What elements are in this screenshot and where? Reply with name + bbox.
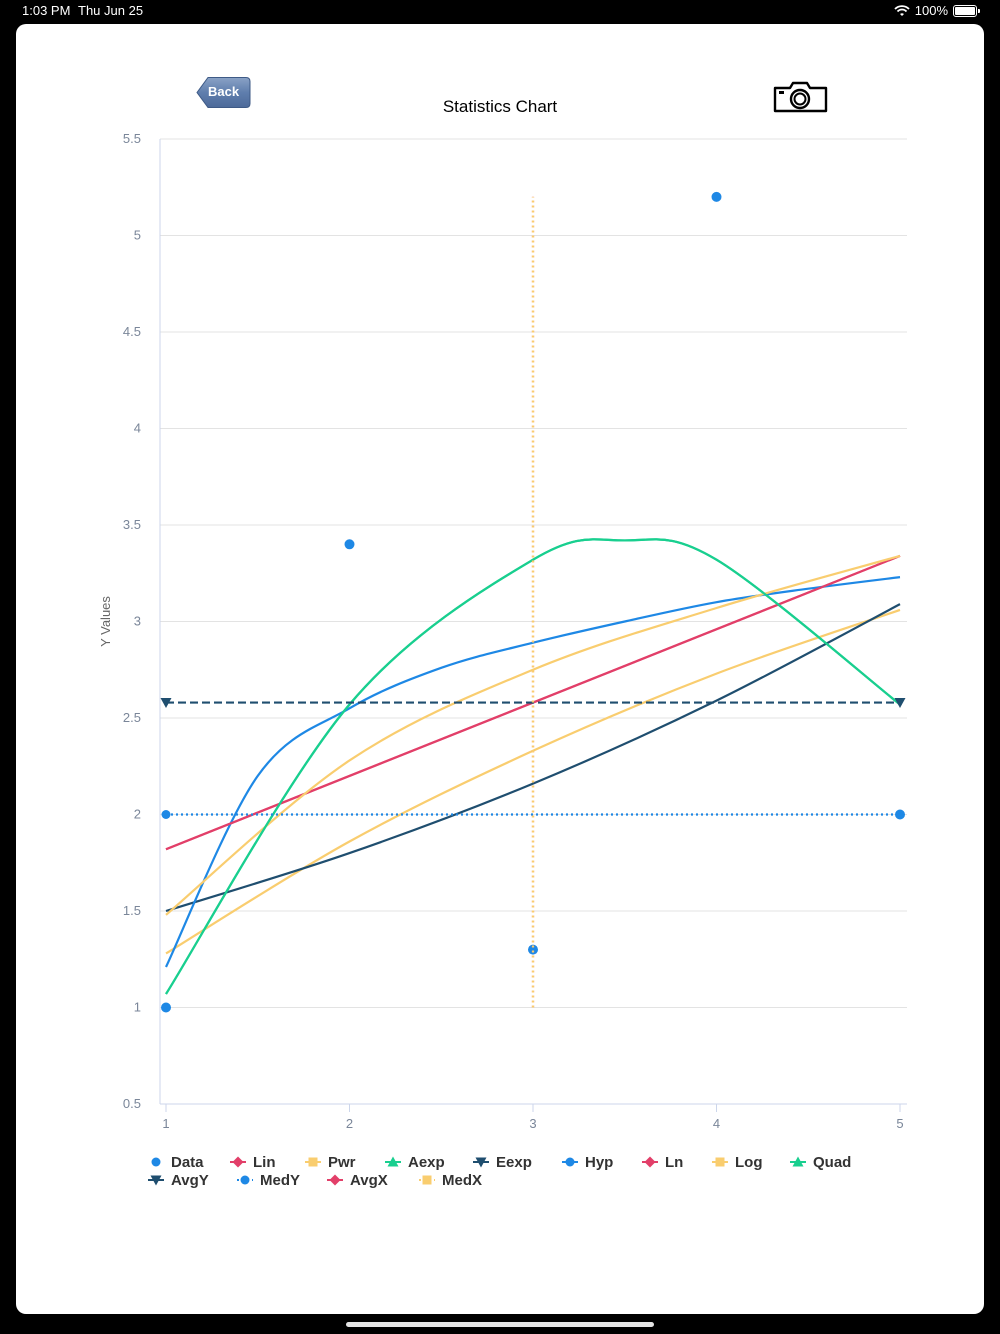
series-marker-avgy	[160, 698, 172, 709]
legend-item-aexp: Aexp	[385, 1154, 445, 1171]
legend-item-ln: Ln	[642, 1154, 683, 1171]
legend-marker	[232, 1156, 244, 1168]
x-tick-label: 3	[529, 1116, 536, 1131]
legend-item-hyp: Hyp	[562, 1154, 613, 1171]
legend-marker	[644, 1156, 656, 1168]
legend-label: Aexp	[408, 1154, 445, 1171]
legend-label: Ln	[665, 1154, 683, 1171]
legend-label: Quad	[813, 1154, 851, 1171]
battery-percent: 100%	[914, 3, 948, 18]
x-tick-label: 5	[896, 1116, 903, 1131]
legend-marker	[475, 1157, 487, 1168]
series-line-hyp	[165, 576, 901, 968]
chart-card	[16, 24, 984, 1314]
legend-marker	[240, 1175, 250, 1185]
legend-item-medx: MedX	[419, 1172, 482, 1189]
legend-item-eexp: Eexp	[473, 1154, 532, 1171]
legend-item-log: Log	[712, 1154, 763, 1171]
legend-item-lin: Lin	[230, 1154, 276, 1171]
data-point	[528, 944, 538, 955]
series-line-quad	[165, 538, 901, 995]
camera-button[interactable]	[772, 80, 830, 114]
series-marker-medy	[161, 810, 171, 819]
legend-label: MedY	[260, 1172, 300, 1189]
series-line-eexp	[165, 603, 901, 913]
legend-item-pwr: Pwr	[305, 1154, 356, 1171]
legend-item-medy: MedY	[237, 1172, 300, 1189]
legend-marker	[150, 1175, 162, 1186]
legend-marker	[329, 1174, 341, 1186]
y-tick-label: 1	[134, 1000, 141, 1015]
legend-item-quad: Quad	[790, 1154, 851, 1171]
legend-marker	[422, 1175, 432, 1185]
wifi-icon	[894, 4, 910, 16]
y-tick-label: 4	[134, 421, 141, 436]
legend-marker	[792, 1156, 804, 1167]
legend-marker	[387, 1156, 399, 1167]
data-point	[711, 191, 722, 202]
battery-tip	[978, 8, 980, 13]
y-tick-label: 2	[134, 807, 141, 822]
back-button-shape	[196, 77, 251, 108]
legend-marker	[308, 1157, 318, 1167]
legend-label: AvgY	[171, 1172, 209, 1189]
legend-label: AvgX	[350, 1172, 388, 1189]
legend-item-data: Data	[151, 1154, 204, 1171]
home-indicator	[346, 1322, 654, 1327]
legend-item-avgy: AvgY	[148, 1172, 209, 1189]
legend-label: Data	[171, 1154, 204, 1171]
legend-marker	[715, 1157, 725, 1167]
x-tick-label: 2	[346, 1116, 353, 1131]
legend-label: Log	[735, 1154, 763, 1171]
data-point	[344, 539, 355, 550]
chart-title: Statistics Chart	[442, 97, 558, 116]
y-tick-label: 0.5	[123, 1096, 141, 1111]
y-tick-label: 5	[134, 228, 141, 243]
series-marker-medy	[895, 810, 905, 819]
status-bar: 1:03 PM Thu Jun 25 100%	[0, 0, 1000, 22]
legend-label: Lin	[253, 1154, 276, 1171]
y-tick-label: 3.5	[123, 517, 141, 532]
legend-marker	[565, 1157, 575, 1167]
y-tick-label: 2.5	[123, 710, 141, 725]
x-tick-label: 1	[162, 1116, 169, 1131]
series-marker-avgy	[894, 698, 906, 709]
status-date: Thu Jun 25	[78, 3, 144, 18]
legend-label: MedX	[442, 1172, 482, 1189]
back-button[interactable]: Back	[196, 76, 251, 109]
data-point	[161, 1002, 171, 1013]
y-tick-label: 5.5	[123, 131, 141, 146]
legend-marker	[151, 1157, 161, 1167]
y-tick-label: 1.5	[123, 903, 141, 918]
status-right: 100%	[894, 3, 980, 18]
legend-label: Eexp	[496, 1154, 532, 1171]
y-axis-label: Y Values	[98, 596, 113, 647]
status-time: 1:03 PM	[22, 3, 71, 18]
camera-icon	[773, 81, 828, 113]
legend-item-avgx: AvgX	[327, 1172, 388, 1189]
series-line-log	[165, 554, 901, 916]
back-label: Back	[208, 84, 240, 99]
legend-label: Hyp	[585, 1154, 613, 1171]
legend-label: Pwr	[328, 1154, 356, 1171]
y-tick-label: 3	[134, 614, 141, 629]
y-tick-label: 4.5	[123, 324, 141, 339]
battery-icon	[953, 4, 977, 17]
x-tick-label: 4	[713, 1116, 720, 1131]
